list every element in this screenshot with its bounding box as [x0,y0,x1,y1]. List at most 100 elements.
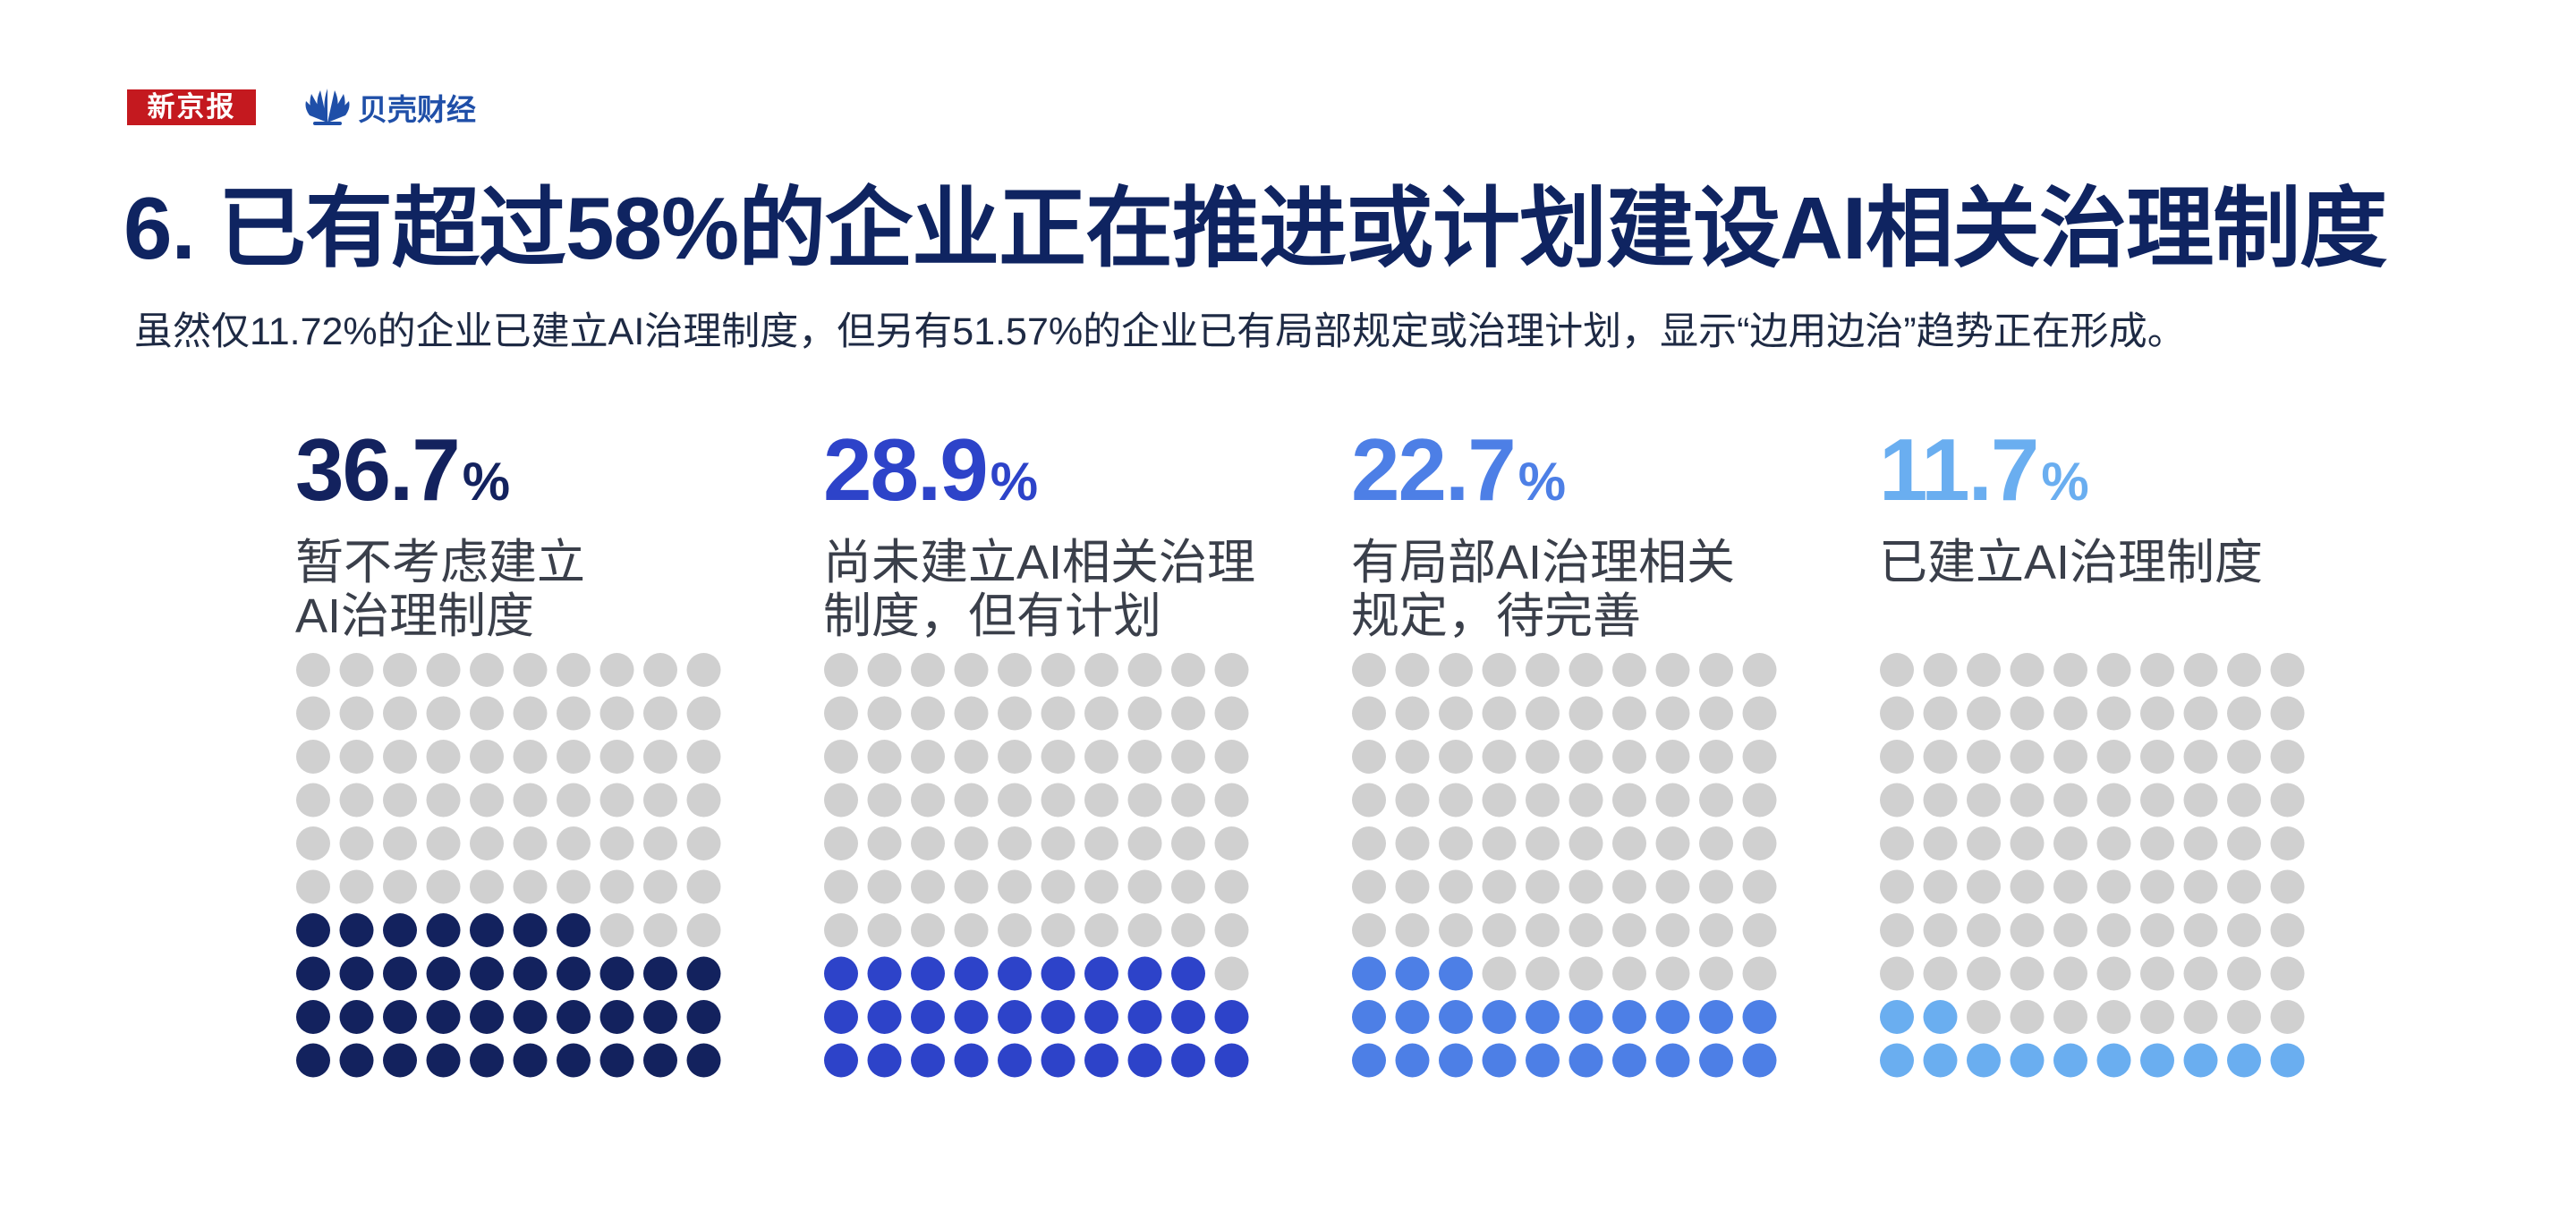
waffle-dot-filled [1612,1043,1646,1078]
waffle-dot-empty [1171,653,1205,687]
waffle-dot-empty [1482,783,1517,818]
waffle-dot-empty [1526,869,1560,904]
waffle-dot-empty [1482,740,1517,774]
waffle-dot-empty [686,740,721,774]
waffle-dot-empty [643,869,677,904]
percentage-sign: % [990,452,1039,512]
waffle-dot-empty [2227,826,2261,860]
beike-logo-text: 贝壳财经 [358,93,476,126]
waffle-dot-empty [383,696,417,731]
waffle-dot-filled [1395,956,1430,991]
waffle-dot-empty [867,696,902,731]
waffle-dot-empty [643,740,677,774]
waffle-dot-empty [2227,653,2261,687]
waffle-dot-empty [1526,740,1560,774]
waffle-dot-empty [911,826,945,860]
waffle-dot-empty [1655,783,1690,818]
waffle-dot-empty [1482,826,1517,860]
waffle-dot-filled [2140,1043,2174,1078]
waffle-dot-empty [2096,653,2131,687]
waffle-dot-empty [1439,653,1473,687]
waffle-dot-filled [513,1043,548,1078]
waffle-dot-empty [2140,783,2174,818]
waffle-dot-empty [1967,1000,2001,1034]
waffle-grid [1352,653,1777,1078]
waffle-dot-filled [513,913,548,947]
page-subtitle: 虽然仅11.72%的企业已建立AI治理制度，但另有51.57%的企业已有局部规定… [134,310,2186,353]
waffle-dot-filled [867,1000,902,1034]
waffle-dot-empty [1482,696,1517,731]
waffle-dot-empty [1923,696,1958,731]
waffle-dot-filled [1171,1043,1205,1078]
waffle-dot-filled [339,1000,374,1034]
waffle-dot-empty [1439,826,1473,860]
waffle-dot-empty [426,869,461,904]
waffle-dot-empty [513,653,548,687]
waffle-dot-filled [2010,1043,2045,1078]
waffle-dot-empty [599,653,634,687]
waffle-dot-empty [1880,783,1914,818]
waffle-dot-empty [1439,869,1473,904]
waffle-dot-filled [1352,1000,1386,1034]
waffle-dot-empty [1967,783,2001,818]
waffle-dot-empty [824,653,858,687]
waffle-dot-empty [1742,740,1777,774]
waffle-dot-filled [1655,1043,1690,1078]
waffle-dot-empty [513,869,548,904]
waffle-dot-empty [954,869,989,904]
waffle-dot-empty [911,653,945,687]
waffle-dot-empty [2270,1000,2305,1034]
waffle-dot-empty [1612,696,1646,731]
waffle-dot-filled [383,1043,417,1078]
waffle-dot-empty [599,869,634,904]
percentage-number: 36.7 [295,420,461,519]
waffle-dot-empty [383,653,417,687]
waffle-dot-empty [867,913,902,947]
waffle-dot-empty [1214,740,1249,774]
waffle-dot-empty [513,826,548,860]
waffle-dot-filled [1526,1043,1560,1078]
waffle-dot-empty [557,653,591,687]
waffle-dot-empty [557,826,591,860]
waffle-dot-empty [2227,869,2261,904]
waffle-dot-filled [470,1043,504,1078]
waffle-dot-filled [824,1043,858,1078]
waffle-dot-filled [470,1000,504,1034]
waffle-dot-empty [1880,696,1914,731]
waffle-dot-filled [557,913,591,947]
waffle-dot-empty [824,783,858,818]
waffle-dot-empty [1041,783,1075,818]
waffle-dot-filled [998,1000,1032,1034]
waffle-dot-empty [1612,740,1646,774]
waffle-dot-empty [2010,826,2045,860]
waffle-dot-empty [911,740,945,774]
waffle-dot-empty [1569,696,1603,731]
waffle-dot-empty [1352,913,1386,947]
logo-bar: 新京报 贝壳财经 [127,86,476,129]
waffle-dot-empty [2010,1000,2045,1034]
waffle-dot-empty [1742,653,1777,687]
waffle-dot-empty [1880,653,1914,687]
waffle-dot-empty [2053,913,2087,947]
waffle-dot-empty [1084,869,1118,904]
waffle-dot-empty [824,913,858,947]
waffle-dot-empty [470,696,504,731]
waffle-dot-empty [1439,783,1473,818]
waffle-dot-empty [1699,956,1733,991]
waffle-dot-empty [954,826,989,860]
waffle-dot-empty [1352,696,1386,731]
waffle-dot-filled [2053,1043,2087,1078]
waffle-dot-empty [686,783,721,818]
percentage-sign: % [1518,452,1567,512]
waffle-dot-empty [2096,1000,2131,1034]
waffle-dot-filled [1923,1043,1958,1078]
waffle-dot-empty [2053,783,2087,818]
waffle-dot-empty [2053,826,2087,860]
percentage-value: 22.7% [1351,425,1798,527]
waffle-dot-filled [686,956,721,991]
waffle-dot-filled [643,1000,677,1034]
waffle-dot-empty [2140,1000,2174,1034]
waffle-dot-empty [1967,653,2001,687]
waffle-dot-empty [2140,913,2174,947]
waffle-dot-empty [1569,956,1603,991]
